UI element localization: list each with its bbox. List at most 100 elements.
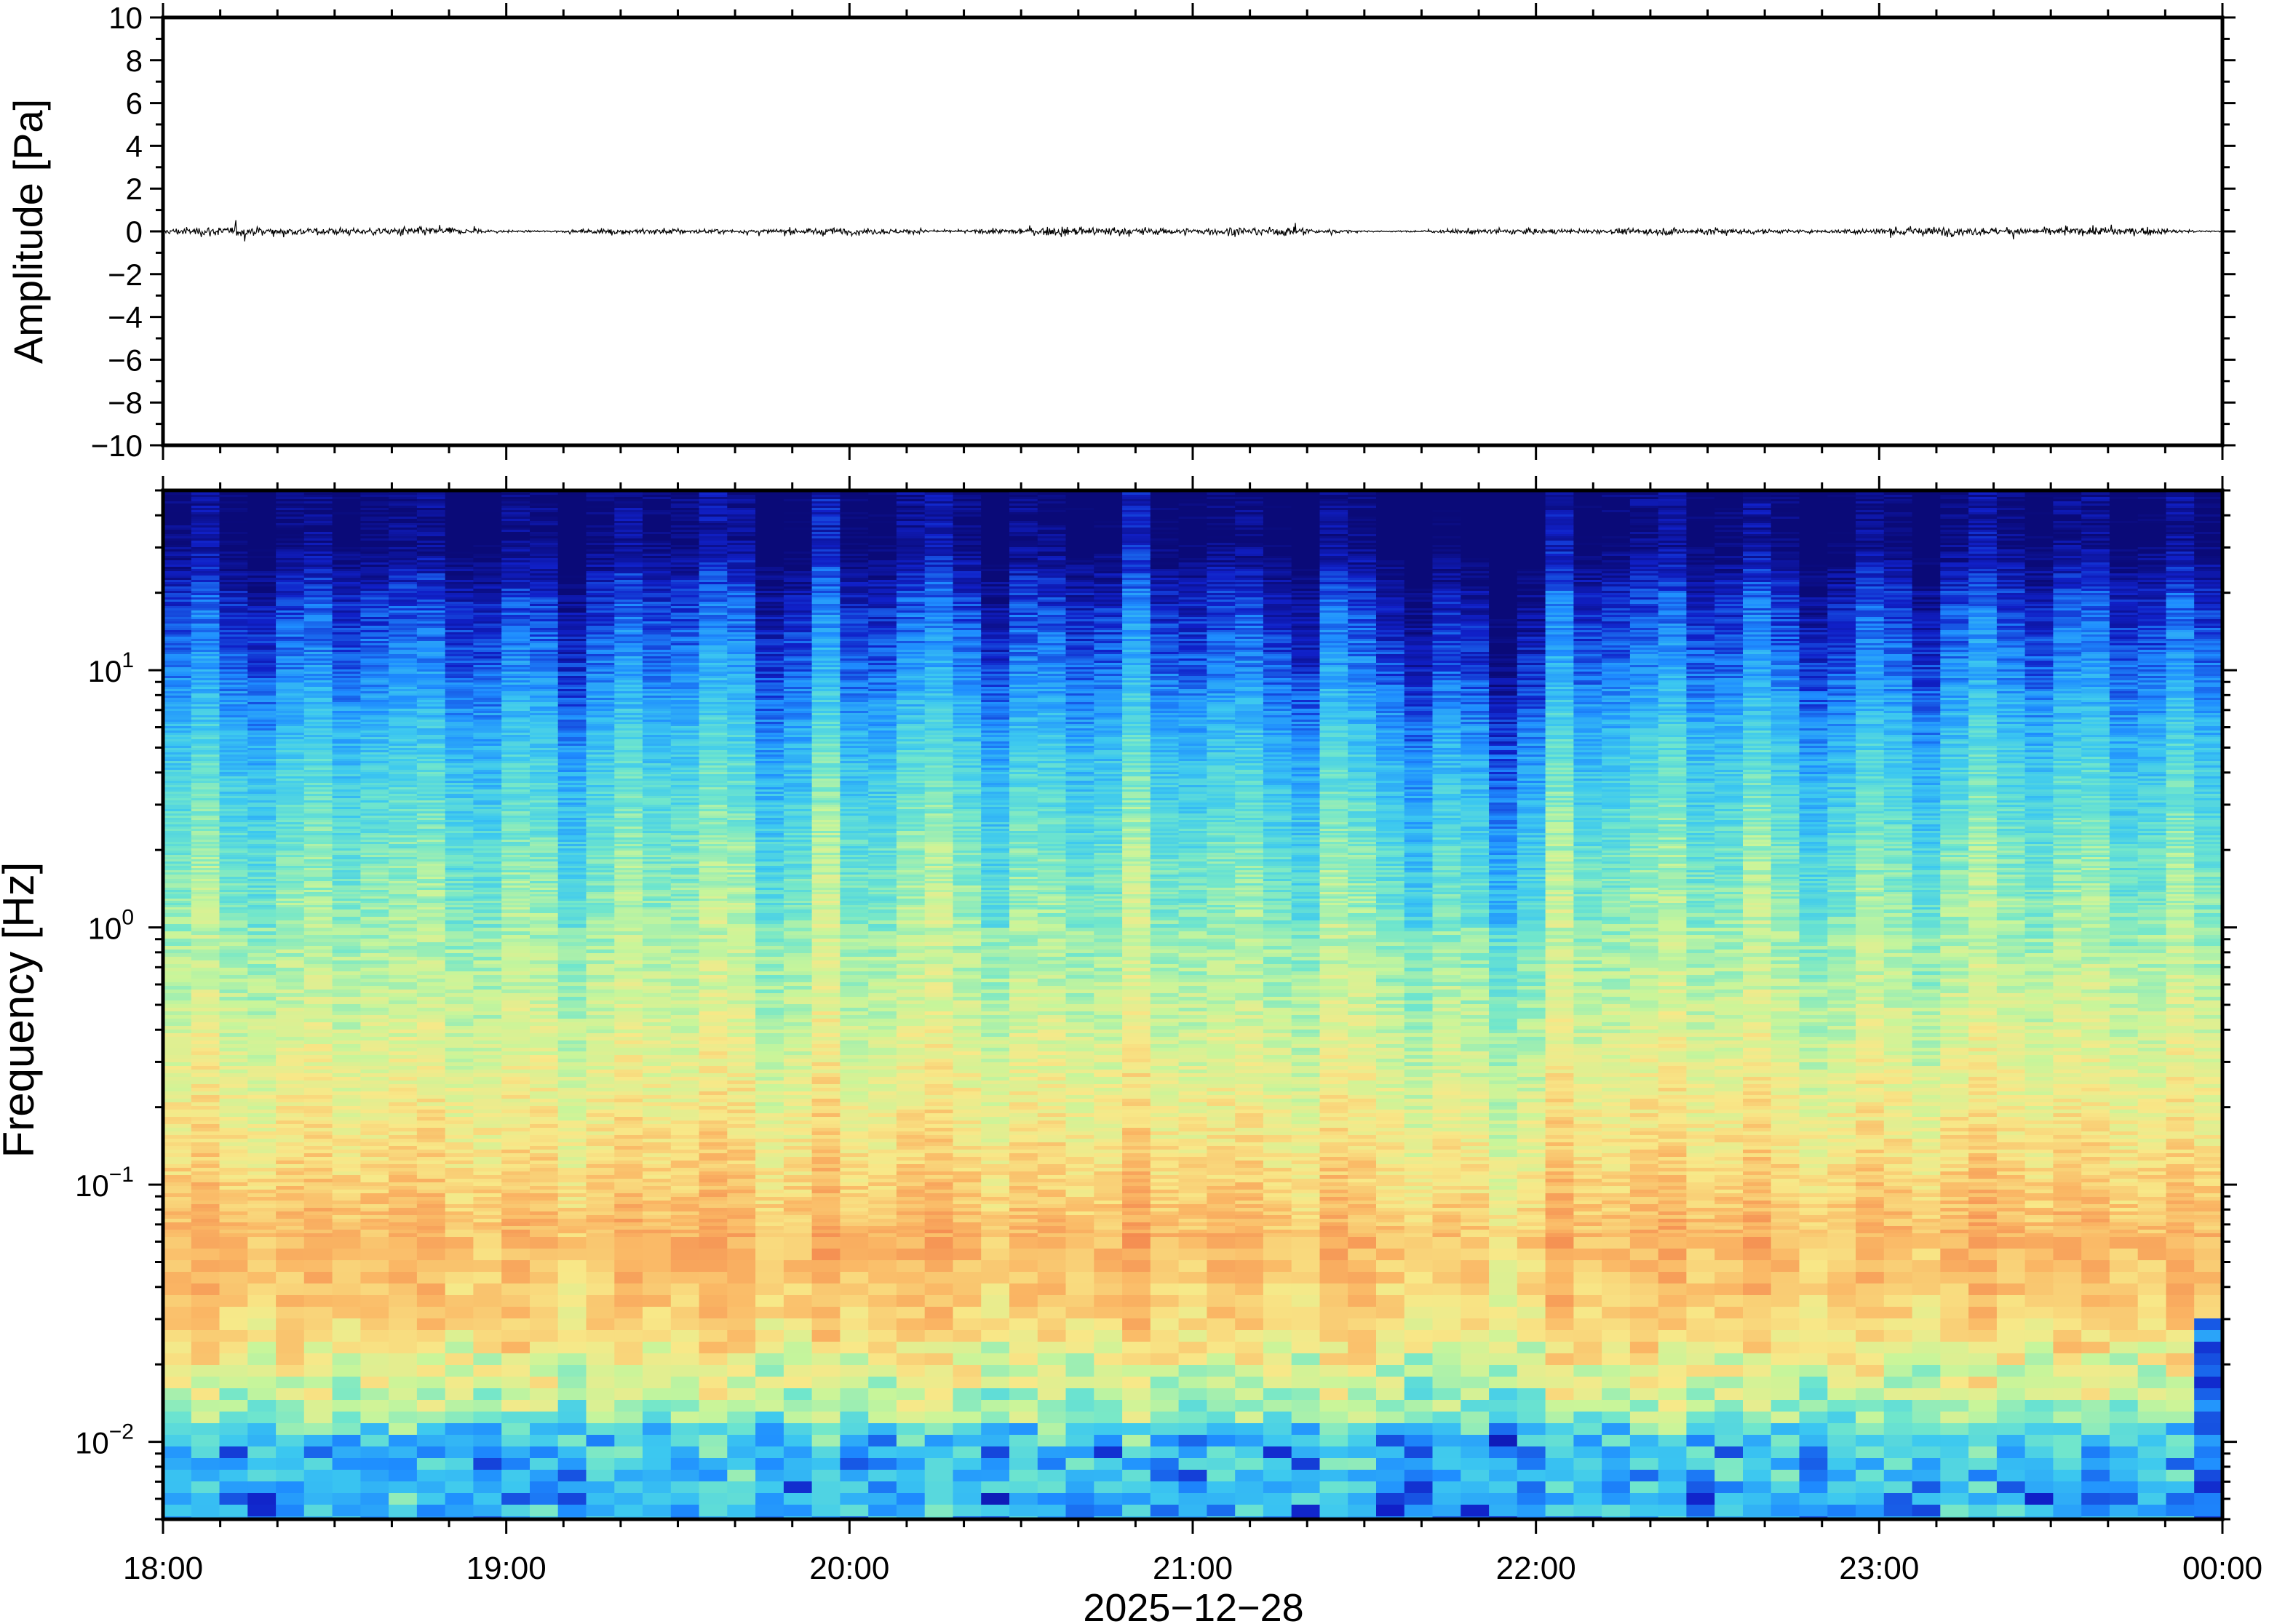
spectrogram-cell — [304, 543, 333, 546]
spectrogram-cell — [389, 1342, 417, 1354]
spectrogram-cell — [501, 997, 530, 1001]
spectrogram-cell — [445, 861, 474, 864]
spectrogram-cell — [501, 554, 530, 557]
spectrogram-cell — [530, 1201, 558, 1205]
spectrogram-cell — [304, 761, 333, 764]
spectrogram-cell — [389, 1493, 417, 1505]
spectrogram-cell — [445, 1423, 474, 1436]
spectrogram-cell — [417, 879, 445, 882]
spectrogram-cell — [191, 1272, 220, 1284]
spectrogram-cell — [360, 779, 389, 781]
spectrogram-cell — [389, 1168, 417, 1172]
spectrogram-cell — [163, 615, 191, 618]
spectrogram-cell — [473, 624, 501, 626]
spectrogram-cell — [417, 658, 445, 661]
spectrogram-cell — [501, 628, 530, 631]
spectrogram-cell — [530, 1095, 558, 1099]
spectrogram-cell — [333, 654, 361, 657]
spectrogram-cell — [473, 816, 501, 819]
spectrogram-cell — [304, 704, 333, 707]
spectrogram-cell — [220, 1015, 248, 1019]
spectrogram-cell — [530, 1171, 558, 1176]
spectrogram-cell — [333, 650, 361, 653]
spectrogram-cell — [163, 1073, 191, 1078]
spectrogram-cell — [220, 582, 248, 585]
spectrogram-cell — [333, 1190, 361, 1194]
spectrogram-cell — [360, 844, 389, 847]
spectrogram-cell — [587, 595, 615, 598]
spectrogram-cell — [163, 1059, 191, 1063]
spectrogram-cell — [333, 877, 361, 880]
spectrogram-cell — [276, 1493, 304, 1505]
spectrogram-cell — [360, 1204, 389, 1209]
spectrogram-cell — [360, 680, 389, 683]
spectrogram-cell — [360, 731, 389, 733]
spectrogram-cell — [333, 576, 361, 578]
spectrogram-cell — [220, 872, 248, 875]
spectrogram-cell — [163, 971, 191, 976]
spectrogram-cell — [220, 578, 248, 581]
spectrogram-cell — [473, 499, 501, 502]
spectrogram-cell — [587, 667, 615, 670]
spectrogram-cell — [473, 979, 501, 983]
spectrogram-cell — [530, 752, 558, 755]
spectrogram-cell — [304, 939, 333, 943]
spectrogram-cell — [530, 525, 558, 528]
spectrogram-cell — [333, 615, 361, 618]
spectrogram-cell — [530, 584, 558, 587]
spectrogram-cell — [247, 833, 276, 836]
spectrogram-cell — [191, 1008, 220, 1012]
spectrogram-cell — [163, 857, 191, 860]
spectrogram-cell — [360, 672, 389, 674]
spectrogram-cell — [445, 1222, 474, 1227]
spectrogram-cell — [417, 864, 445, 867]
spectrogram-cell — [304, 1458, 333, 1470]
spectrogram-cell — [501, 1400, 530, 1412]
spectrogram-cell — [360, 861, 389, 864]
spectrogram-cell — [304, 722, 333, 725]
spectrogram-cell — [163, 1342, 191, 1354]
spectrogram-cell — [333, 1088, 361, 1092]
spectrogram-cell — [445, 698, 474, 701]
spectrogram-cell — [530, 787, 558, 790]
spectrogram-cell — [587, 706, 615, 709]
spectrogram-cell — [530, 661, 558, 664]
spectrogram-cell — [360, 792, 389, 795]
spectrogram-cell — [530, 739, 558, 742]
spectrogram-cell — [445, 809, 474, 812]
spectrogram-cell — [389, 1146, 417, 1150]
spectrogram-cell — [360, 964, 389, 968]
spectrogram-cell — [389, 582, 417, 585]
spectrogram-cell — [445, 768, 474, 771]
spectrogram-cell — [360, 645, 389, 648]
spectrogram-cell — [163, 903, 191, 906]
spectrogram-cell — [501, 939, 530, 943]
spectrogram-cell — [501, 641, 530, 644]
spectrogram-cell — [304, 528, 333, 530]
spectrogram-cell — [558, 807, 587, 810]
spectrogram-cell — [191, 1204, 220, 1209]
spectrogram-cell — [558, 680, 587, 683]
spectrogram-cell — [501, 582, 530, 585]
spectrogram-cell — [220, 571, 248, 574]
spectrogram-cell — [191, 569, 220, 572]
spectrogram-cell — [501, 909, 530, 914]
spectrogram-cell — [501, 525, 530, 528]
spectrogram-cell — [473, 552, 501, 554]
spectrogram-cell — [191, 851, 220, 853]
spectrogram-cell — [220, 1146, 248, 1150]
spectrogram-cell — [220, 654, 248, 657]
spectrogram-cell — [360, 752, 389, 755]
spectrogram-cell — [501, 580, 530, 583]
spectrogram-cell — [304, 517, 333, 520]
spectrogram-cell — [220, 573, 248, 576]
spectrogram-cell — [445, 656, 474, 659]
spectrogram-cell — [389, 628, 417, 631]
spectrogram-cell — [558, 521, 587, 524]
spectrogram-cell — [247, 979, 276, 983]
spectrogram-cell — [445, 519, 474, 522]
spectrogram-cell — [389, 571, 417, 574]
spectrogram-cell — [587, 805, 615, 808]
spectrogram-cell — [445, 1481, 474, 1494]
spectrogram-cell — [333, 606, 361, 609]
